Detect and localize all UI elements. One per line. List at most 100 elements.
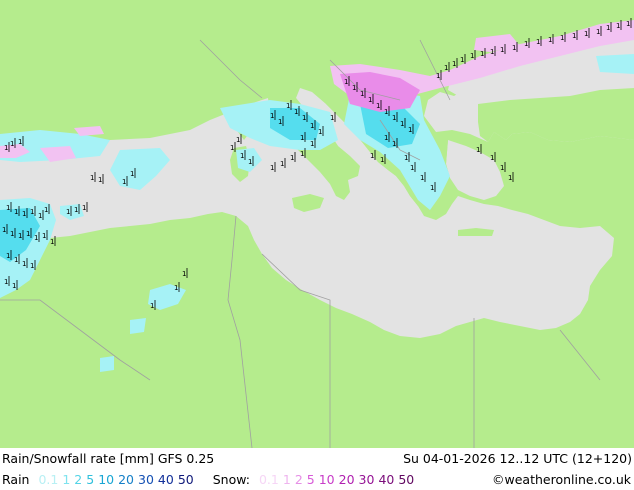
- precip-symbol: 1: [584, 30, 588, 38]
- precip-symbol: 1: [460, 56, 464, 64]
- sicily: [292, 194, 324, 212]
- precip-symbol: 1: [14, 208, 18, 216]
- precip-symbol: 1: [14, 256, 18, 264]
- snow-scale-item: 40: [378, 472, 395, 487]
- precip-symbol: 1: [524, 40, 528, 48]
- precipitation-symbols: 1 1 11 1 1 1 111 1 1 1 1 111 1 1 11 11 1 11 11111111111111…: [2, 18, 632, 310]
- rain-scale-item: 2: [74, 472, 83, 487]
- precip-symbol: 1: [122, 178, 126, 186]
- precip-symbol: 1: [98, 176, 102, 184]
- border-line: [199, 39, 263, 99]
- precip-symbol: 1: [4, 144, 8, 152]
- precip-symbol: 1: [508, 174, 512, 182]
- rain-scale: 0.1 1 2 5 10 20 30 40 50: [38, 472, 203, 487]
- precip-symbol: 1: [280, 160, 284, 168]
- precip-patch: [474, 34, 520, 52]
- precip-symbol: 1: [240, 152, 244, 160]
- precip-symbol: 1: [330, 114, 334, 122]
- precip-symbol: 1: [302, 114, 306, 122]
- land: [0, 0, 634, 448]
- black-sea: [448, 40, 606, 104]
- precip-symbol: 1: [500, 164, 504, 172]
- valid-time: Su 04-01-2026 12..12 UTC (12+120): [403, 451, 632, 466]
- precip-symbol: 1: [182, 270, 186, 278]
- precip-symbol: 1: [10, 230, 14, 238]
- snow-scale-item: 50: [398, 472, 415, 487]
- rain-scale-item: 40: [157, 472, 174, 487]
- precip-symbol: 1: [294, 108, 298, 116]
- snow-scale-item: 5: [306, 472, 315, 487]
- precip-symbol: 1: [4, 278, 8, 286]
- legend: Rain 0.1 1 2 5 10 20 30 40 50 Snow: 0.1 1 2 5 10 20 30…: [2, 470, 429, 490]
- snow-scale-item: 10: [318, 472, 335, 487]
- copyright[interactable]: ©weatheronline.co.uk: [492, 472, 631, 487]
- precip-symbol: 1: [310, 140, 314, 148]
- precip-symbol: 1: [230, 144, 234, 152]
- border-line: [379, 119, 421, 161]
- rain-scale-item: 1: [62, 472, 71, 487]
- precip-symbol: 1: [318, 128, 322, 136]
- rain-scale-item: 30: [138, 472, 154, 487]
- precip-symbol: 1: [444, 64, 448, 72]
- precip-symbol: 1: [368, 96, 372, 104]
- precip-symbol: 1: [370, 152, 374, 160]
- precip-symbol: 1: [344, 78, 348, 86]
- precip-symbol: 1: [384, 134, 388, 142]
- precip-symbol: 1: [270, 164, 274, 172]
- precip-symbol: 1: [90, 174, 94, 182]
- precip-symbol: 1: [6, 204, 10, 212]
- precip-patch: [74, 126, 104, 136]
- precip-patch: [340, 72, 420, 112]
- snow-scale-item: 0.1: [258, 472, 279, 487]
- precip-symbol: 1: [512, 44, 516, 52]
- precip-symbol: 1: [2, 226, 6, 234]
- precip-patch: [60, 204, 84, 220]
- precip-patch: [130, 318, 146, 334]
- precip-symbol: 1: [300, 150, 304, 158]
- precip-symbol: 1: [536, 38, 540, 46]
- precip-patch: [596, 54, 634, 74]
- precip-symbol: 1: [74, 206, 78, 214]
- border-line: [227, 215, 253, 448]
- precip-symbol: 1: [10, 140, 14, 148]
- precip-patch: [110, 148, 170, 190]
- precip-symbol: 1: [18, 138, 22, 146]
- precip-symbol: 1: [6, 252, 10, 260]
- precip-patch: [270, 108, 320, 140]
- precip-symbol: 1: [270, 112, 274, 120]
- precip-symbol: 1: [30, 208, 34, 216]
- turkey: [478, 88, 634, 142]
- precip-symbol: 1: [22, 260, 26, 268]
- rain-scale-item: 20: [118, 472, 135, 487]
- rain-scale-item: 0.1: [38, 472, 59, 487]
- precip-symbol: 1: [22, 210, 26, 218]
- precip-symbol: 1: [130, 170, 134, 178]
- chart-title: Rain/Snowfall rate [mm] GFS 0.25: [2, 451, 215, 466]
- precip-symbol: 1: [18, 232, 22, 240]
- precip-symbol: 1: [384, 108, 388, 116]
- crete: [458, 228, 494, 236]
- snow-scale-item: 20: [338, 472, 355, 487]
- precip-symbol: 1: [310, 122, 314, 130]
- precip-symbol: 1: [548, 36, 552, 44]
- snow-scale-item: 30: [358, 472, 375, 487]
- precip-symbol: 1: [34, 234, 38, 242]
- precip-symbol: 1: [392, 140, 396, 148]
- border-line: [559, 329, 601, 381]
- precip-symbol: 1: [400, 120, 404, 128]
- precip-symbol: 1: [82, 204, 86, 212]
- rain-scale-item: 50: [177, 472, 194, 487]
- precip-patch: [0, 130, 110, 162]
- precip-patch: [100, 356, 114, 372]
- precip-symbol: 1: [490, 48, 494, 56]
- rain-scale-item: 10: [98, 472, 115, 487]
- precip-symbol: 1: [360, 90, 364, 98]
- tyrrhenian-sea: [240, 130, 350, 210]
- border-line: [329, 59, 401, 101]
- snow-scale: 0.1 1 2 5 10 20 30 40 50: [259, 472, 424, 487]
- precip-patch: [148, 284, 186, 310]
- precip-symbol: 1: [286, 102, 290, 110]
- snow-scale-item: 1: [282, 472, 291, 487]
- precip-symbol: 1: [410, 164, 414, 172]
- border-line: [0, 299, 151, 381]
